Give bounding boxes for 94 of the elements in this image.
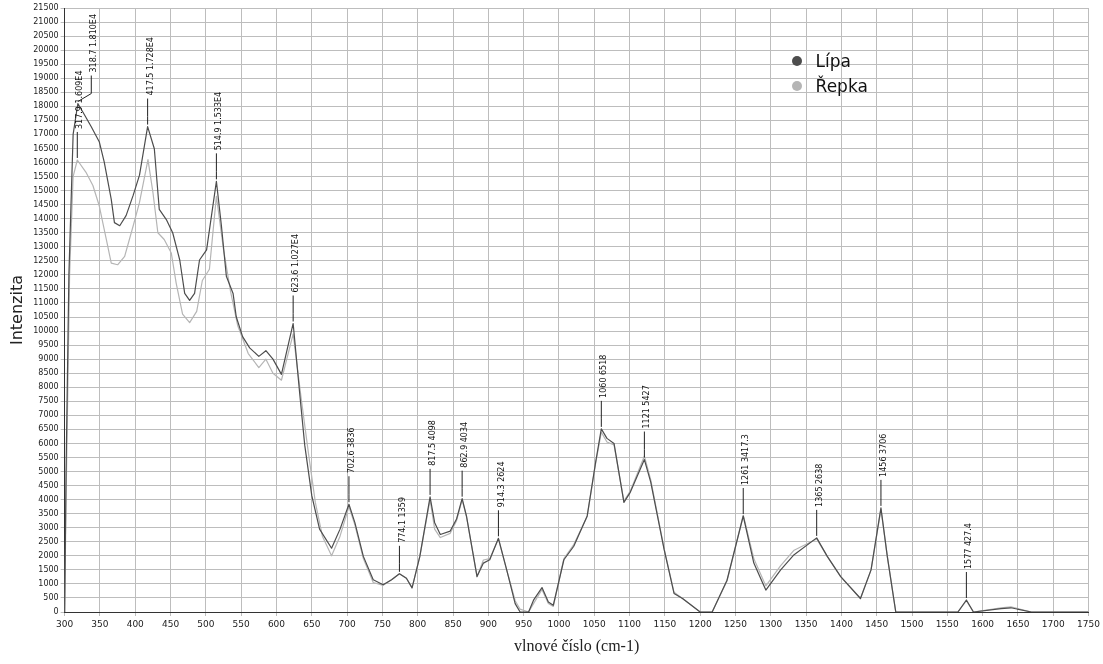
y-tick-label: 20000 bbox=[33, 45, 59, 55]
x-tick-label: 1300 bbox=[759, 618, 783, 629]
y-tick-label: 16500 bbox=[33, 143, 59, 153]
y-tick-label: 17500 bbox=[33, 115, 59, 125]
x-tick-label: 1150 bbox=[653, 618, 677, 629]
y-tick-label: 5500 bbox=[38, 452, 59, 462]
y-tick-label: 2500 bbox=[38, 536, 59, 546]
annotation: 1577 427.4 bbox=[964, 523, 974, 569]
x-tick-label: 1650 bbox=[1006, 618, 1030, 629]
annotation: 318.7 1.810E4 bbox=[89, 14, 99, 73]
annotation: 1261 3417.3 bbox=[741, 434, 751, 485]
annotation: 317.9 1.609E4 bbox=[75, 70, 85, 129]
y-tick-label: 12000 bbox=[33, 269, 59, 279]
x-tick-label: 1450 bbox=[865, 618, 889, 629]
y-tick-label: 6500 bbox=[38, 424, 59, 434]
x-tick-label: 1200 bbox=[688, 618, 712, 629]
x-tick-label: 500 bbox=[197, 618, 215, 629]
x-tick-label: 1700 bbox=[1041, 618, 1065, 629]
x-tick-label: 300 bbox=[56, 618, 74, 629]
y-tick-label: 8000 bbox=[38, 382, 59, 392]
x-tick-label: 600 bbox=[267, 618, 286, 629]
x-tick-label: 650 bbox=[303, 618, 321, 629]
annotation: 623.6 1.027E4 bbox=[291, 233, 301, 293]
y-tick-label: 0 bbox=[53, 607, 59, 617]
y-tick-label: 17000 bbox=[33, 129, 59, 139]
y-tick-label: 18500 bbox=[33, 87, 59, 97]
x-tick-label: 950 bbox=[515, 618, 533, 629]
y-tick-label: 13500 bbox=[33, 227, 59, 237]
annotation: 1060 6518 bbox=[599, 354, 609, 398]
y-tick-label: 16000 bbox=[33, 157, 59, 167]
x-tick-label: 1400 bbox=[829, 618, 854, 629]
y-tick-label: 13000 bbox=[33, 241, 59, 251]
x-tick-label: 350 bbox=[91, 618, 109, 629]
annotation: 1121 5427 bbox=[642, 385, 652, 429]
x-tick-label: 1250 bbox=[724, 618, 748, 629]
x-tick-label: 1500 bbox=[900, 618, 924, 629]
y-tick-label: 500 bbox=[43, 593, 59, 603]
x-tick-label: 750 bbox=[373, 618, 392, 629]
y-axis-title: Intenzita bbox=[6, 274, 26, 346]
y-tick-label: 8500 bbox=[38, 368, 59, 378]
x-tick-label: 850 bbox=[444, 618, 462, 629]
y-tick-label: 10000 bbox=[33, 326, 59, 336]
x-tick-label: 1100 bbox=[618, 618, 642, 629]
y-tick-label: 3500 bbox=[38, 508, 59, 518]
x-tick-label: 450 bbox=[161, 618, 180, 629]
y-tick-label: 1000 bbox=[38, 578, 59, 588]
y-tick-label: 15000 bbox=[33, 185, 59, 195]
y-tick-label: 4000 bbox=[38, 494, 59, 504]
y-tick-label: 9500 bbox=[38, 340, 59, 350]
y-tick-label: 10500 bbox=[33, 312, 59, 322]
y-tick-label: 19500 bbox=[33, 59, 59, 69]
y-tick-label: 14500 bbox=[33, 199, 59, 209]
y-tick-label: 5000 bbox=[38, 466, 59, 476]
y-tick-label: 19000 bbox=[33, 73, 59, 83]
legend-label: Lípa bbox=[815, 50, 852, 71]
annotation: 862.9 4034 bbox=[460, 421, 470, 468]
y-tick-label: 18000 bbox=[33, 101, 59, 111]
y-tick-label: 15500 bbox=[33, 171, 59, 181]
annotation: 702.6 3836 bbox=[347, 427, 357, 474]
y-tick-label: 7500 bbox=[38, 396, 59, 406]
annotation: 1456 3706 bbox=[879, 433, 889, 477]
annotation: 774.1 1359 bbox=[397, 497, 407, 543]
annotation: 817.5 4098 bbox=[428, 420, 438, 466]
x-tick-label: 1750 bbox=[1077, 618, 1101, 629]
x-tick-label: 1350 bbox=[794, 618, 818, 629]
x-tick-label: 1600 bbox=[971, 618, 995, 629]
y-tick-label: 11500 bbox=[33, 284, 59, 294]
x-tick-label: 400 bbox=[126, 618, 145, 629]
y-tick-label: 4500 bbox=[38, 480, 59, 490]
x-tick-label: 700 bbox=[338, 618, 356, 629]
y-tick-label: 2000 bbox=[38, 550, 59, 560]
y-tick-label: 21500 bbox=[33, 3, 59, 13]
y-tick-label: 21000 bbox=[33, 17, 59, 27]
y-tick-label: 1500 bbox=[38, 564, 59, 574]
y-tick-label: 7000 bbox=[38, 410, 59, 420]
annotation: 417.5 1.728E4 bbox=[145, 37, 155, 96]
x-axis-title: vlnové číslo (cm-1) bbox=[513, 636, 640, 655]
annotation: 1365 2638 bbox=[814, 463, 824, 507]
y-tick-label: 20500 bbox=[33, 31, 59, 41]
y-tick-label: 6000 bbox=[38, 438, 59, 448]
x-tick-label: 550 bbox=[232, 618, 251, 629]
y-tick-label: 9000 bbox=[38, 354, 59, 364]
y-tick-label: 12500 bbox=[33, 255, 59, 265]
x-tick-label: 1550 bbox=[935, 618, 960, 629]
annotation: 914.3 2624 bbox=[496, 461, 506, 508]
x-tick-label: 1050 bbox=[582, 618, 606, 629]
y-tick-label: 3000 bbox=[38, 522, 59, 532]
legend-label: Řepka bbox=[815, 75, 868, 96]
annotation: 514.9 1.533E4 bbox=[214, 91, 224, 151]
x-tick-label: 800 bbox=[409, 618, 427, 629]
x-tick-label: 900 bbox=[479, 618, 498, 629]
y-tick-label: 11000 bbox=[33, 298, 59, 308]
y-tick-label: 14000 bbox=[33, 213, 59, 223]
x-tick-label: 1000 bbox=[547, 618, 571, 629]
